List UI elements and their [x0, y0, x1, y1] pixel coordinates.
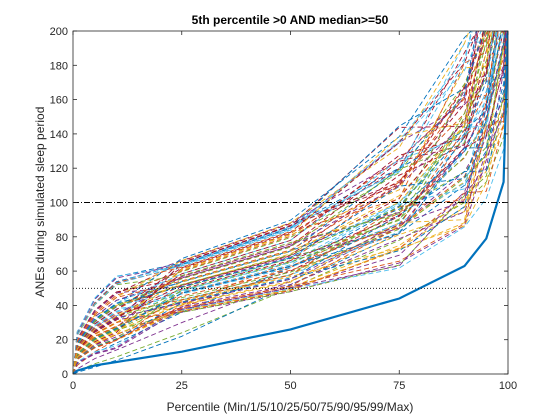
y-tick-label: 120: [50, 163, 68, 175]
series-line-63: [73, 31, 478, 374]
series-line-45: [73, 31, 506, 374]
series-line-78: [73, 31, 506, 374]
series-line-42: [73, 31, 479, 374]
series-line-51: [73, 31, 499, 374]
series-line-56: [73, 31, 491, 374]
series-line-31: [73, 31, 505, 374]
x-tick-label: 50: [284, 380, 296, 392]
series-line-30: [73, 31, 498, 374]
series-line-74: [73, 31, 506, 374]
series-layer: [73, 31, 508, 374]
y-tick-label: 100: [50, 198, 68, 210]
series-line-80: [73, 31, 493, 374]
series-line-39: [73, 31, 486, 374]
x-axis-label: Percentile (Min/1/5/10/25/50/75/90/95/99…: [167, 400, 414, 414]
x-tick-label: 25: [176, 380, 188, 392]
series-line-59: [73, 31, 470, 374]
y-tick-label: 80: [56, 232, 68, 244]
y-tick-label: 160: [50, 95, 68, 107]
series-line-57: [73, 31, 507, 374]
series-line-44: [73, 31, 508, 374]
series-line-68: [73, 31, 490, 374]
highlight-series-line: [73, 31, 508, 374]
y-tick-label: 0: [62, 369, 68, 381]
series-line-4: [73, 31, 508, 374]
series-line-73: [73, 31, 485, 374]
x-tick-label: 0: [70, 380, 76, 392]
series-line-75: [73, 31, 494, 374]
series-line-53: [73, 31, 486, 374]
chart-title: 5th percentile >0 AND median>=50: [192, 13, 389, 27]
axis-ticks: 0 25 50 75 100 0 20 40 60 80 100 120 140 160 180 200: [50, 26, 518, 392]
series-line-55: [73, 31, 473, 374]
series-line-60: [73, 49, 508, 374]
series-line-40: [73, 31, 489, 374]
reference-lines: [73, 202, 508, 289]
y-tick-label: 200: [50, 26, 68, 38]
y-tick-label: 180: [50, 60, 68, 72]
series-line-67: [73, 31, 507, 374]
y-tick-label: 20: [56, 335, 68, 347]
series-line-47: [73, 31, 496, 374]
series-line-48: [73, 31, 482, 374]
series-line-79: [73, 31, 488, 374]
y-tick-label: 140: [50, 129, 68, 141]
series-line-46: [73, 31, 506, 374]
y-tick-label: 40: [56, 300, 68, 312]
series-line-58: [73, 31, 508, 374]
y-axis-label: ANEs during simulated sleep period: [33, 107, 47, 298]
x-tick-label: 100: [499, 380, 517, 392]
series-line-41: [73, 31, 508, 374]
x-tick-label: 75: [393, 380, 405, 392]
series-line-77: [73, 31, 484, 374]
series-line-71: [73, 31, 508, 374]
y-tick-label: 60: [56, 266, 68, 278]
series-line-34: [73, 31, 499, 374]
series-line-65: [73, 58, 508, 374]
